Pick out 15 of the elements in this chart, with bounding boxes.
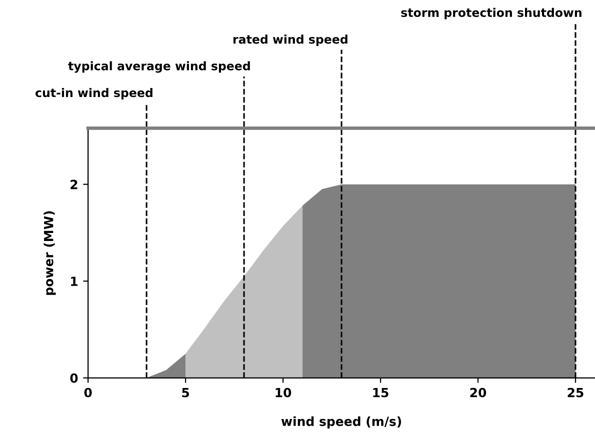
- x-tick-label: 20: [470, 388, 486, 398]
- x-tick-label: 15: [373, 388, 388, 398]
- y-tick-label: 0: [70, 373, 78, 383]
- y-axis-title: power (MW): [44, 211, 56, 295]
- ref-line-label: storm protection shutdown: [401, 8, 582, 20]
- x-tick-label: 25: [568, 388, 584, 398]
- ref-line-label: cut-in wind speed: [36, 88, 152, 100]
- y-tick-label: 2: [70, 180, 78, 190]
- x-tick-label: 10: [276, 388, 292, 398]
- y-tick-label: 1: [71, 276, 78, 286]
- x-axis-title: wind speed (m/s): [281, 416, 402, 428]
- ref-line-label: rated wind speed: [233, 34, 348, 46]
- x-tick-label: 0: [84, 388, 92, 398]
- ref-line-label: typical average wind speed: [68, 61, 250, 73]
- x-tick-label: 5: [182, 388, 190, 398]
